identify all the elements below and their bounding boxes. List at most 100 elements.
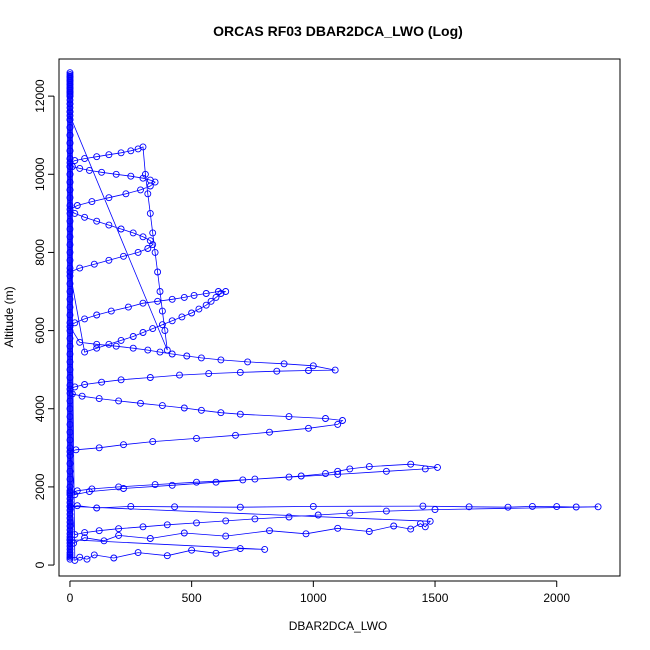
data-point: [115, 531, 123, 539]
data-point: [93, 217, 101, 225]
data-point: [137, 399, 144, 407]
data-point: [334, 420, 342, 428]
data-point: [334, 470, 342, 478]
data-point: [431, 506, 439, 514]
data-point: [137, 186, 144, 194]
data-point: [193, 519, 200, 527]
data-point: [81, 381, 89, 388]
data-point: [334, 467, 342, 475]
series-line: [68, 72, 599, 562]
y-tick-label: 2000: [33, 473, 47, 500]
data-point: [217, 409, 225, 417]
data-point: [112, 170, 120, 178]
data-point: [95, 395, 103, 403]
data-point: [504, 503, 512, 511]
data-point: [73, 202, 81, 209]
data-point: [81, 534, 89, 542]
data-point: [112, 342, 120, 350]
data-point: [117, 336, 125, 344]
data-point: [76, 164, 84, 172]
data-point: [81, 348, 89, 356]
data-point: [146, 374, 154, 381]
data-point: [421, 465, 429, 473]
data-point: [212, 293, 220, 301]
x-tick-label: 1000: [300, 591, 327, 605]
y-tick-label: 10000: [33, 157, 47, 191]
data-point: [110, 554, 118, 562]
data-point: [139, 299, 147, 307]
data-point: [244, 358, 252, 366]
data-point: [239, 476, 247, 484]
data-point: [88, 198, 96, 206]
data-point: [180, 404, 188, 412]
data-point: [465, 503, 473, 511]
data-point: [117, 225, 125, 233]
data-point: [390, 522, 398, 530]
data-point: [93, 311, 101, 319]
data-point: [117, 149, 125, 157]
data-point: [202, 290, 210, 297]
data-point: [93, 504, 101, 512]
data-point: [553, 503, 561, 511]
data-point: [195, 305, 203, 313]
data-point: [346, 465, 354, 473]
data-point: [594, 503, 602, 511]
data-point: [93, 344, 101, 352]
data-point: [151, 248, 159, 256]
data-point: [158, 402, 166, 410]
data-point: [154, 268, 162, 276]
data-point: [81, 529, 89, 537]
data-point: [139, 523, 147, 531]
data-point: [81, 155, 89, 163]
data-point: [305, 367, 312, 374]
data-point: [149, 241, 157, 249]
data-point: [151, 481, 159, 489]
data-point: [188, 309, 196, 317]
data-point: [382, 467, 390, 475]
data-point: [305, 424, 312, 432]
data-point: [129, 229, 137, 237]
data-point: [297, 472, 305, 480]
data-point: [407, 525, 415, 533]
data-point: [146, 237, 154, 245]
data-point: [129, 344, 137, 352]
data-point: [127, 147, 135, 155]
data-point: [407, 460, 415, 468]
data-point: [236, 368, 244, 376]
data-point: [98, 378, 106, 386]
y-tick-label: 0: [33, 561, 47, 568]
data-point: [309, 502, 317, 510]
data-point: [212, 478, 220, 486]
data-point: [273, 367, 281, 375]
data-point: [197, 354, 205, 362]
data-point: [222, 288, 230, 295]
data-point: [168, 295, 176, 303]
data-point: [212, 549, 220, 557]
data-point: [90, 551, 98, 559]
data-point: [151, 178, 159, 186]
data-point: [180, 293, 188, 301]
data-point: [115, 397, 123, 405]
data-point: [139, 329, 147, 336]
data-point: [280, 360, 288, 368]
data-point: [149, 325, 157, 333]
data-point: [124, 303, 132, 311]
plot-frame: [58, 58, 621, 577]
data-point: [163, 346, 171, 354]
data-point: [419, 502, 427, 510]
data-point: [163, 552, 171, 560]
data-point: [365, 463, 373, 471]
data-point: [331, 366, 339, 374]
data-point: [117, 376, 125, 384]
data-point: [322, 415, 329, 422]
chart-title: ORCAS RF03 DBAR2DCA_LWO (Log): [213, 23, 463, 39]
data-point: [528, 502, 536, 510]
data-point: [81, 315, 89, 323]
data-point: [171, 503, 179, 511]
data-point: [251, 475, 259, 483]
x-axis-label: DBAR2DCA_LWO: [289, 619, 387, 633]
data-point: [193, 478, 200, 486]
data-point: [365, 528, 373, 535]
data-point: [314, 511, 322, 519]
data-point: [83, 555, 91, 563]
